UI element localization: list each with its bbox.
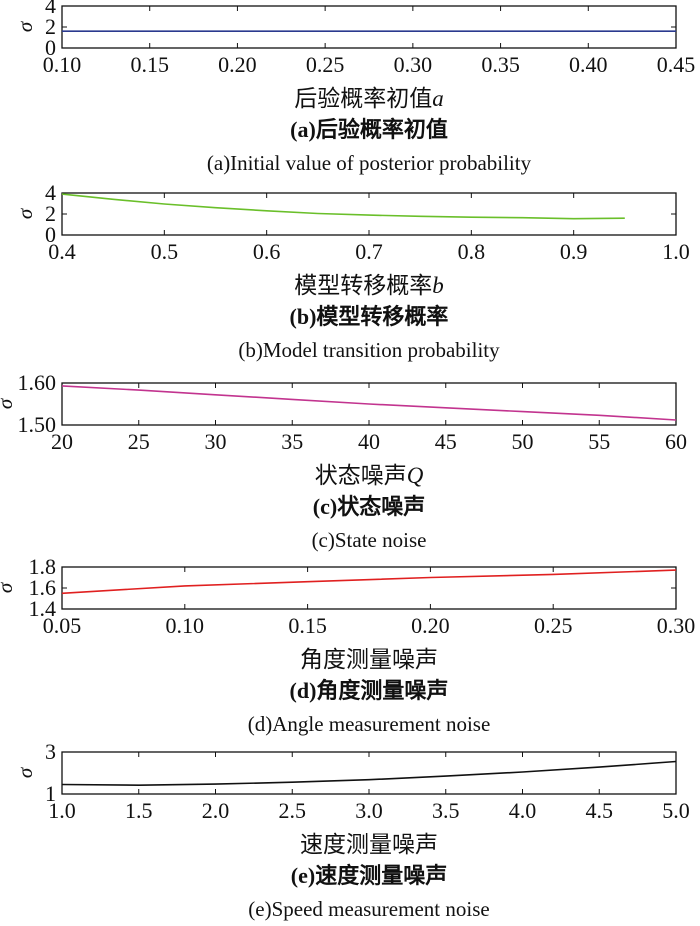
x-axis-title-text-a: 后验概率初值 [294,86,432,111]
y-axis-label-a: σ [13,20,37,32]
x-tick-label-b-1: 0.5 [151,239,179,264]
y-tick-label-b-2: 4 [45,180,56,205]
x-tick-label-c-8: 60 [665,429,687,454]
x-tick-label-e-4: 3.0 [355,798,383,823]
x-tick-label-c-4: 40 [358,429,380,454]
x-axis-title-b: 模型转移概率b [294,273,444,298]
x-tick-label-b-2: 0.6 [253,239,281,264]
x-tick-label-b-0: 0.4 [48,239,76,264]
x-tick-label-d-0: 0.05 [43,613,82,638]
series-line-e-0 [61,760,677,787]
series-line-b-0 [61,193,625,220]
caption-en-c: (c)State noise [312,528,427,552]
y-tick-label-a-2: 4 [45,0,56,18]
y-tick-label-b-1: 2 [45,201,56,226]
plot-frame-a [61,5,677,49]
x-tick-label-c-3: 35 [281,429,303,454]
x-tick-label-a-0: 0.10 [43,52,82,77]
chart-panel-d: 0.05 0.10 0.15 0.20 0.25 0.30 1.41.61.8 σ 角度测量噪声… [0,554,695,736]
x-tick-label-e-3: 2.5 [279,798,307,823]
y-tick-label-a-1: 2 [45,14,56,39]
x-tick-label-e-7: 4.5 [586,798,614,823]
x-tick-label-c-6: 50 [512,429,534,454]
chart-panel-e: 1.0 1.5 2.0 2.5 3.0 3.5 4.0 4.5 5.0 1 3σ 速度测量噪声 (e)速… [13,739,690,921]
x-tick-label-c-1: 25 [128,429,150,454]
x-axis-title-c: 状态噪声Q [315,463,424,488]
x-tick-label-c-5: 45 [435,429,457,454]
caption-en-b: (b)Model transition probability [238,338,500,362]
x-tick-label-a-5: 0.35 [481,52,520,77]
x-tick-label-d-1: 0.10 [166,613,205,638]
y-axis-label-d: σ [0,581,17,593]
series-line-c-0 [61,385,677,421]
x-tick-label-a-1: 0.15 [130,52,169,77]
x-tick-label-e-0: 1.0 [48,798,76,823]
x-tick-label-e-2: 2.0 [202,798,230,823]
x-axis-title-var-c: Q [407,463,424,488]
caption-cn-b: (b)模型转移概率 [290,304,449,329]
x-tick-label-a-3: 0.25 [306,52,345,77]
x-axis-title-e: 速度测量噪声 [300,832,438,857]
x-tick-label-a-4: 0.30 [394,52,433,77]
caption-en-a: (a)Initial value of posterior probabilit… [207,151,532,175]
x-tick-label-e-5: 3.5 [432,798,460,823]
x-axis-title-a: 后验概率初值a [294,86,444,111]
x-tick-label-c-2: 30 [205,429,227,454]
x-tick-label-d-5: 0.30 [657,613,696,638]
caption-cn-d: (d)角度测量噪声 [290,678,449,703]
chart-panel-c: 20 25 30 35 40 45 50 55 60 1.50 1.60σ 状态噪声Q (c)状态噪声 (… [0,370,687,552]
plot-frame-e [61,751,677,795]
caption-cn-c: (c)状态噪声 [313,494,425,519]
x-tick-label-b-3: 0.7 [355,239,383,264]
x-axis-title-var-b: b [432,273,444,298]
x-tick-label-a-7: 0.45 [657,52,696,77]
x-axis-title-text-d: 角度测量噪声 [300,647,438,672]
x-tick-label-b-6: 1.0 [662,239,690,264]
x-tick-label-c-7: 55 [588,429,610,454]
x-tick-label-d-3: 0.20 [411,613,450,638]
x-tick-label-e-6: 4.0 [509,798,537,823]
y-tick-label-c-0: 1.50 [18,412,57,437]
y-tick-label-c-1: 1.60 [18,370,57,395]
y-tick-label-e-1: 3 [45,739,56,764]
x-tick-label-e-8: 5.0 [662,798,690,823]
x-tick-label-b-4: 0.8 [458,239,486,264]
x-tick-label-a-6: 0.40 [569,52,608,77]
x-tick-label-e-1: 1.5 [125,798,153,823]
x-tick-label-c-0: 20 [51,429,73,454]
x-axis-title-text-c: 状态噪声 [315,463,407,488]
plot-frame-b [61,192,677,236]
y-tick-label-a-0: 0 [45,35,56,60]
x-axis-title-text-b: 模型转移概率 [294,273,432,298]
x-axis-title-var-a: a [432,86,444,111]
series-line-d-0 [61,569,677,595]
caption-en-d: (d)Angle measurement noise [248,712,491,736]
y-tick-label-d-1: 1.6 [29,575,57,600]
x-tick-label-d-4: 0.25 [534,613,573,638]
x-tick-label-a-2: 0.20 [218,52,257,77]
x-tick-label-b-5: 0.9 [560,239,588,264]
y-tick-label-b-0: 0 [45,222,56,247]
y-tick-label-d-2: 1.8 [29,554,57,579]
caption-cn-e: (e)速度测量噪声 [291,863,447,888]
x-tick-label-d-2: 0.15 [288,613,327,638]
x-axis-title-d: 角度测量噪声 [300,647,438,672]
y-axis-label-e: σ [13,766,37,778]
y-axis-label-b: σ [13,207,37,219]
caption-en-e: (e)Speed measurement noise [248,897,489,921]
caption-cn-a: (a)后验概率初值 [290,117,448,142]
y-axis-label-c: σ [0,397,17,409]
y-tick-label-d-0: 1.4 [29,596,57,621]
y-tick-label-e-0: 1 [45,781,56,806]
x-axis-title-text-e: 速度测量噪声 [300,832,438,857]
